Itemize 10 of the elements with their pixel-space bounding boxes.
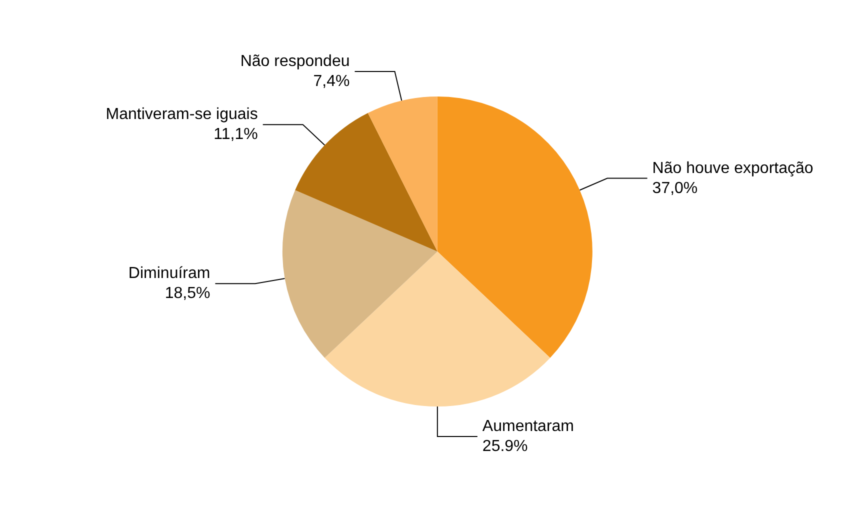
slice-label: Não respondeu [240, 53, 350, 70]
data-label: 7,4% [313, 73, 350, 90]
slice-label: Aumentaram [482, 418, 574, 436]
data-label: 11,1% [214, 126, 258, 144]
slice-label: Não houve exportação [652, 160, 814, 177]
data-label: 37,0% [652, 180, 698, 197]
slice-label: Diminuíram [128, 265, 210, 282]
data-label: 25.9% [482, 438, 528, 456]
data-label: 18,5% [164, 285, 210, 302]
slice-label: Mantiveram-se iguais [106, 106, 258, 124]
